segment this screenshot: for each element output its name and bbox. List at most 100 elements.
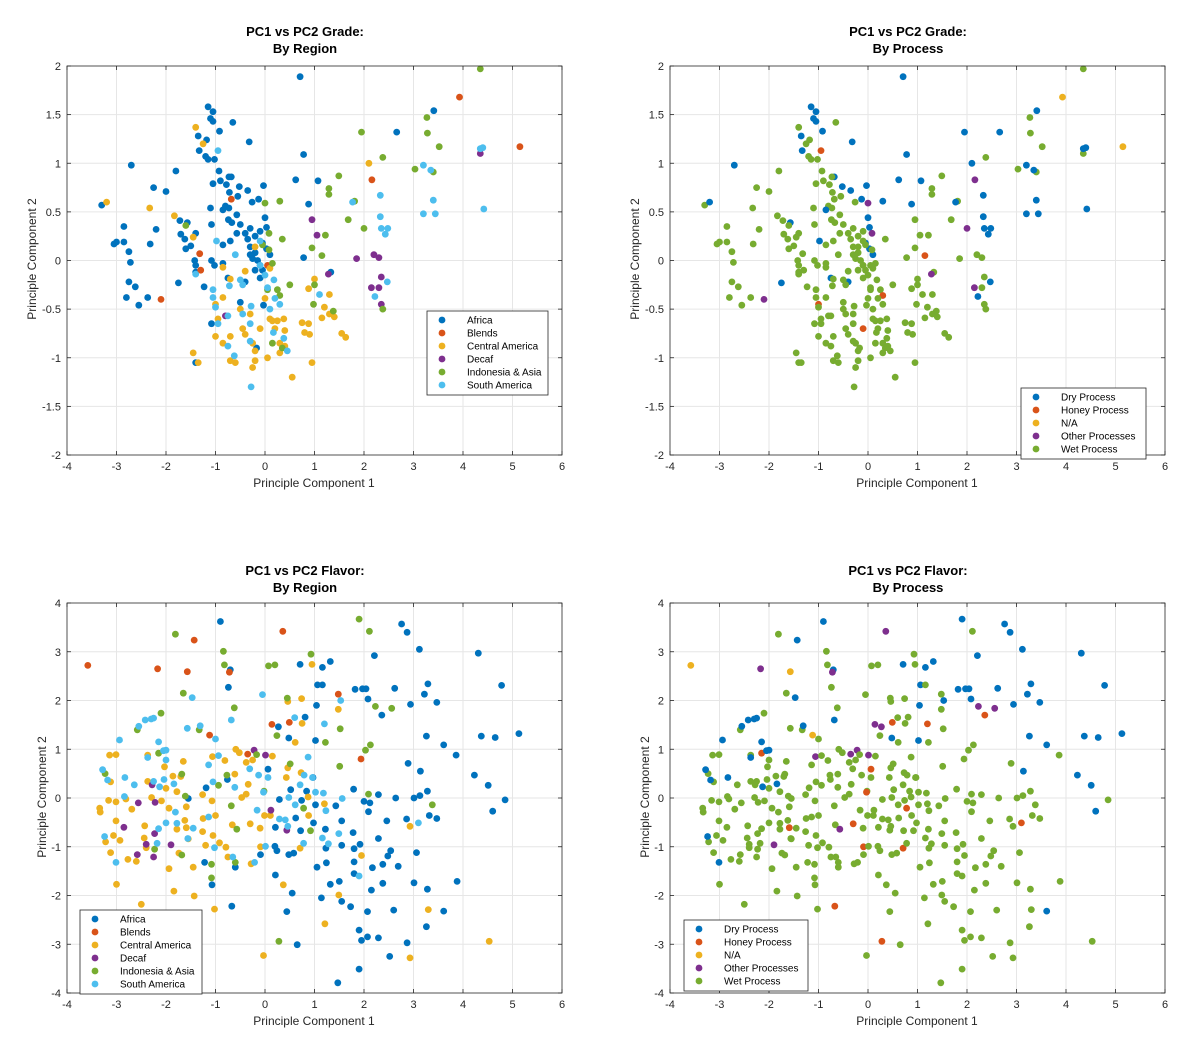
data-point-africa bbox=[515, 730, 523, 737]
data-point-wet-process bbox=[972, 864, 979, 872]
data-point-central-america bbox=[231, 770, 239, 778]
data-point-wet-process bbox=[895, 814, 903, 822]
data-point-wet-process bbox=[812, 778, 820, 786]
data-point-honey-process bbox=[860, 843, 867, 851]
data-point-wet-process bbox=[864, 812, 871, 819]
data-point-wet-process bbox=[852, 364, 859, 371]
data-point-south-america bbox=[312, 788, 319, 796]
data-point-wet-process bbox=[1036, 815, 1044, 822]
data-point-africa bbox=[416, 645, 423, 653]
data-point-wet-process bbox=[924, 920, 932, 928]
y-tick-label: 0.5 bbox=[649, 207, 664, 219]
data-point-south-america bbox=[325, 840, 332, 848]
data-point-wet-process bbox=[826, 181, 833, 188]
data-point-south-america bbox=[262, 842, 269, 850]
data-point-wet-process bbox=[928, 185, 936, 192]
data-point-africa bbox=[215, 167, 223, 175]
data-point-africa bbox=[204, 156, 212, 163]
data-point-wet-process bbox=[1079, 150, 1087, 157]
data-point-wet-process bbox=[776, 819, 784, 827]
data-point-wet-process bbox=[908, 320, 915, 328]
data-point-wet-process bbox=[763, 776, 771, 783]
data-point-wet-process bbox=[850, 383, 858, 391]
data-point-south-america bbox=[213, 237, 220, 245]
data-point-south-america bbox=[156, 783, 163, 791]
data-point-wet-process bbox=[1104, 796, 1112, 804]
data-point-honey-process bbox=[849, 820, 857, 828]
data-point-wet-process bbox=[965, 746, 972, 754]
data-point-central-america bbox=[214, 315, 222, 323]
data-point-south-america bbox=[284, 822, 292, 830]
data-point-africa bbox=[424, 680, 432, 688]
data-point-africa bbox=[182, 245, 190, 253]
data-point-wet-process bbox=[854, 347, 862, 355]
data-point-south-america bbox=[376, 191, 384, 199]
data-point-honey-process bbox=[888, 719, 896, 726]
data-point-wet-process bbox=[728, 278, 736, 286]
data-point-central-america bbox=[107, 849, 114, 856]
data-point-wet-process bbox=[837, 192, 845, 200]
data-point-decaf bbox=[375, 254, 383, 261]
legend-marker bbox=[91, 954, 99, 962]
data-point-africa bbox=[287, 786, 295, 794]
data-point-south-america bbox=[246, 320, 254, 328]
data-point-wet-process bbox=[814, 905, 821, 913]
legend-label: Indonesia & Asia bbox=[120, 967, 195, 978]
data-point-africa bbox=[202, 784, 210, 792]
data-point-africa bbox=[162, 188, 170, 195]
data-point-africa bbox=[283, 908, 291, 915]
data-point-wet-process bbox=[888, 794, 896, 801]
data-point-south-america bbox=[480, 205, 488, 213]
data-point-africa bbox=[351, 685, 359, 693]
data-point-africa bbox=[223, 181, 230, 188]
y-tick-label: -2 bbox=[51, 891, 61, 903]
data-point-wet-process bbox=[945, 333, 953, 341]
data-point-central-america bbox=[128, 805, 136, 813]
data-point-south-america bbox=[153, 839, 161, 847]
data-point-dry-process bbox=[954, 685, 962, 693]
x-tick-label: -4 bbox=[62, 999, 72, 1011]
data-point-wet-process bbox=[875, 823, 882, 831]
data-point-central-america bbox=[256, 325, 264, 332]
data-point-wet-process bbox=[749, 240, 757, 248]
data-point-wet-process bbox=[884, 816, 892, 824]
data-point-wet-process bbox=[1031, 801, 1039, 809]
data-point-wet-process bbox=[829, 282, 836, 290]
data-point-wet-process bbox=[986, 817, 994, 825]
legend-marker bbox=[695, 977, 703, 985]
legend-marker bbox=[438, 368, 446, 376]
data-point-dry-process bbox=[1032, 196, 1040, 204]
data-point-africa bbox=[225, 683, 232, 691]
data-point-wet-process bbox=[719, 837, 727, 844]
data-point-south-america bbox=[212, 735, 219, 743]
data-point-south-america bbox=[371, 293, 379, 300]
data-point-wet-process bbox=[817, 315, 825, 323]
data-point-wet-process bbox=[805, 841, 812, 849]
data-point-central-america bbox=[148, 794, 155, 801]
data-point-indonesia-asia bbox=[424, 129, 431, 137]
data-point-central-america bbox=[269, 752, 276, 760]
data-point-wet-process bbox=[941, 898, 949, 905]
data-point-central-america bbox=[211, 905, 218, 913]
data-point-africa bbox=[135, 301, 143, 309]
data-point-africa bbox=[322, 825, 329, 833]
data-point-wet-process bbox=[723, 223, 731, 230]
grid-lines bbox=[67, 66, 562, 455]
data-point-south-america bbox=[209, 286, 217, 294]
data-point-africa bbox=[150, 184, 157, 191]
data-point-south-america bbox=[337, 697, 345, 704]
data-point-central-america bbox=[249, 756, 256, 764]
data-point-wet-process bbox=[906, 787, 913, 795]
data-point-wet-process bbox=[827, 342, 835, 350]
data-point-dry-process bbox=[704, 833, 711, 840]
data-point-wet-process bbox=[792, 349, 800, 357]
data-point-wet-process bbox=[987, 852, 995, 860]
data-point-africa bbox=[410, 879, 418, 887]
data-point-dry-process bbox=[773, 780, 781, 788]
data-point-wet-process bbox=[875, 871, 882, 879]
chart-title-line1: PC1 vs PC2 Flavor: bbox=[848, 563, 968, 578]
data-point-wet-process bbox=[850, 302, 858, 310]
data-point-wet-process bbox=[802, 791, 809, 798]
data-point-dry-process bbox=[899, 73, 907, 81]
data-point-africa bbox=[264, 765, 272, 773]
